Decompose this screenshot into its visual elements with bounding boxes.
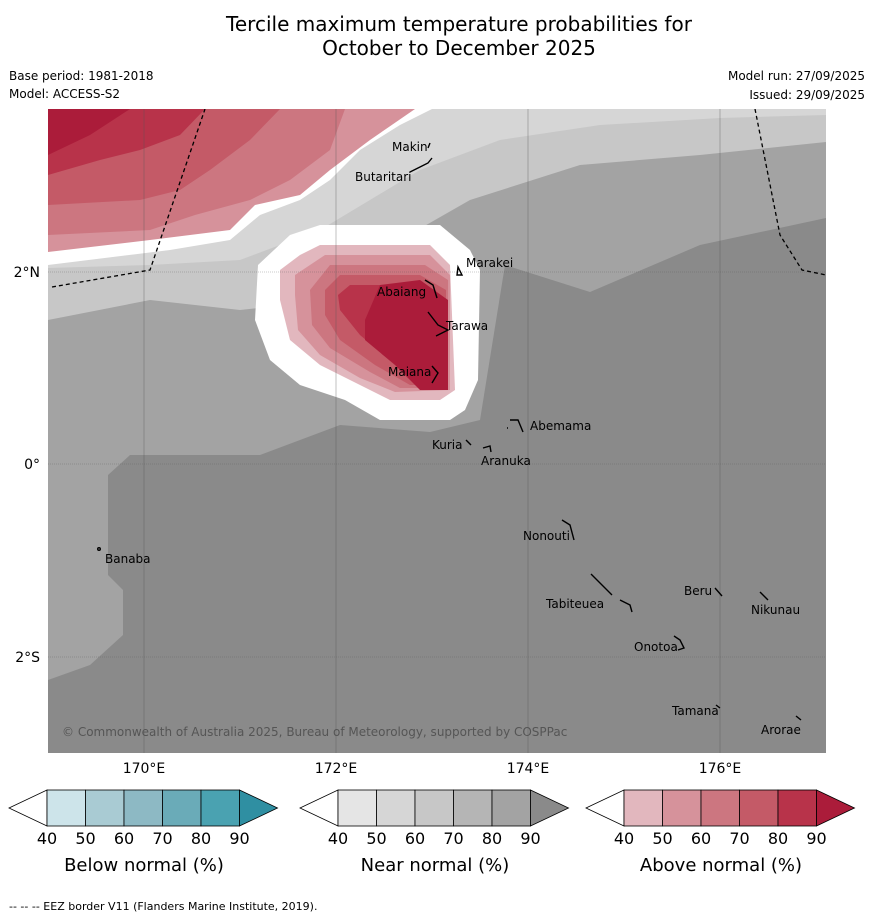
island-outlines: [96, 142, 802, 721]
label-arorae: Arorae: [761, 723, 801, 737]
label-beru: Beru: [684, 584, 712, 598]
label-tarawa: Tarawa: [445, 319, 488, 333]
colorbar-segment: [414, 789, 454, 827]
colorbar-tick-label: 70: [443, 829, 463, 848]
colorbar-segment: [123, 789, 163, 827]
colorbar-segment: [777, 789, 817, 827]
colorbar-segment: [162, 789, 202, 827]
label-onotoa: Onotoa: [634, 640, 678, 654]
colorbar-extend-high: [239, 789, 279, 827]
label-tamana: Tamana: [671, 704, 719, 718]
colorbar-segment: [700, 789, 740, 827]
colorbar-tick-label: 60: [691, 829, 711, 848]
colorbar-extend-low: [585, 789, 625, 827]
colorbar-segment: [337, 789, 377, 827]
label-tabiteuea: Tabiteuea: [545, 597, 604, 611]
colorbar-tick-label: 40: [37, 829, 57, 848]
label-butaritari: Butaritari: [355, 170, 412, 184]
above-90-blob: [365, 280, 448, 390]
colorbar-segment: [491, 789, 531, 827]
island-labels: Makin Butaritari Marakei Abaiang Tarawa …: [105, 140, 801, 737]
colorbar-segment: [376, 789, 416, 827]
near-normal-dark-band: [48, 218, 826, 753]
colorbar-tick-label: 60: [114, 829, 134, 848]
copyright-notice: © Commonwealth of Australia 2025, Bureau…: [62, 725, 567, 739]
graticule: [48, 109, 826, 753]
colorbar-above-title: Above normal (%): [640, 855, 802, 876]
eez-border-east: [754, 109, 826, 276]
axis-labels: 2°N 0° 2°S 170°E 172°E 174°E 176°E: [14, 265, 742, 777]
model-name: Model: ACCESS-S2: [9, 87, 121, 101]
label-nonouti: Nonouti: [523, 529, 570, 543]
colorbar-segment: [46, 789, 86, 827]
lat-label-2s: 2°S: [15, 650, 40, 666]
above-90-nw: [48, 109, 130, 155]
label-marakei: Marakei: [466, 256, 513, 270]
title-line-1: Tercile maximum temperature probabilitie…: [226, 12, 692, 36]
colorbar-extend-low: [8, 789, 48, 827]
colorbar-segment: [200, 789, 240, 827]
colorbar-extend-high: [816, 789, 856, 827]
colorbar-segment: [453, 789, 493, 827]
colorbar-tick-label: 70: [729, 829, 749, 848]
label-banaba: Banaba: [105, 552, 151, 566]
map-contours: [48, 109, 826, 753]
lat-label-2n: 2°N: [14, 265, 40, 281]
title-line-2: October to December 2025: [322, 36, 596, 60]
colorbar-segment: [85, 789, 125, 827]
colorbar-below-normal: 40 50 60 70 80 90: [8, 789, 279, 848]
label-nikunau: Nikunau: [751, 603, 800, 617]
colorbar-tick-label: 70: [152, 829, 172, 848]
colorbar-above-normal: 40 50 60 70 80 90: [585, 789, 856, 848]
colorbar-tick-label: 60: [405, 829, 425, 848]
label-aranuka: Aranuka: [481, 454, 531, 468]
lon-label-176e: 176°E: [699, 761, 742, 777]
colorbar-tick-label: 40: [614, 829, 634, 848]
label-kuria: Kuria: [432, 438, 463, 452]
lon-label-174e: 174°E: [507, 761, 550, 777]
base-period: Base period: 1981-2018: [9, 69, 154, 83]
issued-date: Issued: 29/09/2025: [749, 88, 865, 102]
colorbar-tick-label: 40: [328, 829, 348, 848]
colorbar-extend-high: [530, 789, 570, 827]
eez-border-west: [51, 109, 206, 288]
colorbar-tick-label: 80: [191, 829, 211, 848]
colorbar-tick-label: 80: [482, 829, 502, 848]
label-abemama: Abemama: [530, 419, 591, 433]
colorbar-below-title: Below normal (%): [64, 855, 224, 876]
colorbar-near-title: Near normal (%): [361, 855, 510, 876]
label-maiana: Maiana: [388, 365, 431, 379]
colorbar-tick-label: 50: [366, 829, 386, 848]
colorbar-tick-label: 50: [652, 829, 672, 848]
lon-label-172e: 172°E: [315, 761, 358, 777]
colorbar-segment: [623, 789, 663, 827]
label-abaiang: Abaiang: [377, 285, 426, 299]
colorbar-tick-label: 90: [520, 829, 540, 848]
colorbar-tick-label: 90: [806, 829, 826, 848]
model-run: Model run: 27/09/2025: [727, 69, 865, 83]
label-makin: Makin: [392, 140, 428, 154]
chart-title: Tercile maximum temperature probabilitie…: [0, 12, 873, 60]
lon-label-170e: 170°E: [123, 761, 166, 777]
colorbar-tick-label: 50: [75, 829, 95, 848]
lat-label-0: 0°: [24, 457, 40, 473]
colorbar-near-normal: 40 50 60 70 80 90: [299, 789, 570, 848]
colorbar-extend-low: [299, 789, 339, 827]
colorbar-tick-label: 80: [768, 829, 788, 848]
colorbar-segment: [662, 789, 702, 827]
eez-legend-footer: -- -- -- EEZ border V11 (Flanders Marine…: [9, 900, 318, 913]
colorbar-segment: [739, 789, 779, 827]
colorbar-tick-label: 90: [229, 829, 249, 848]
